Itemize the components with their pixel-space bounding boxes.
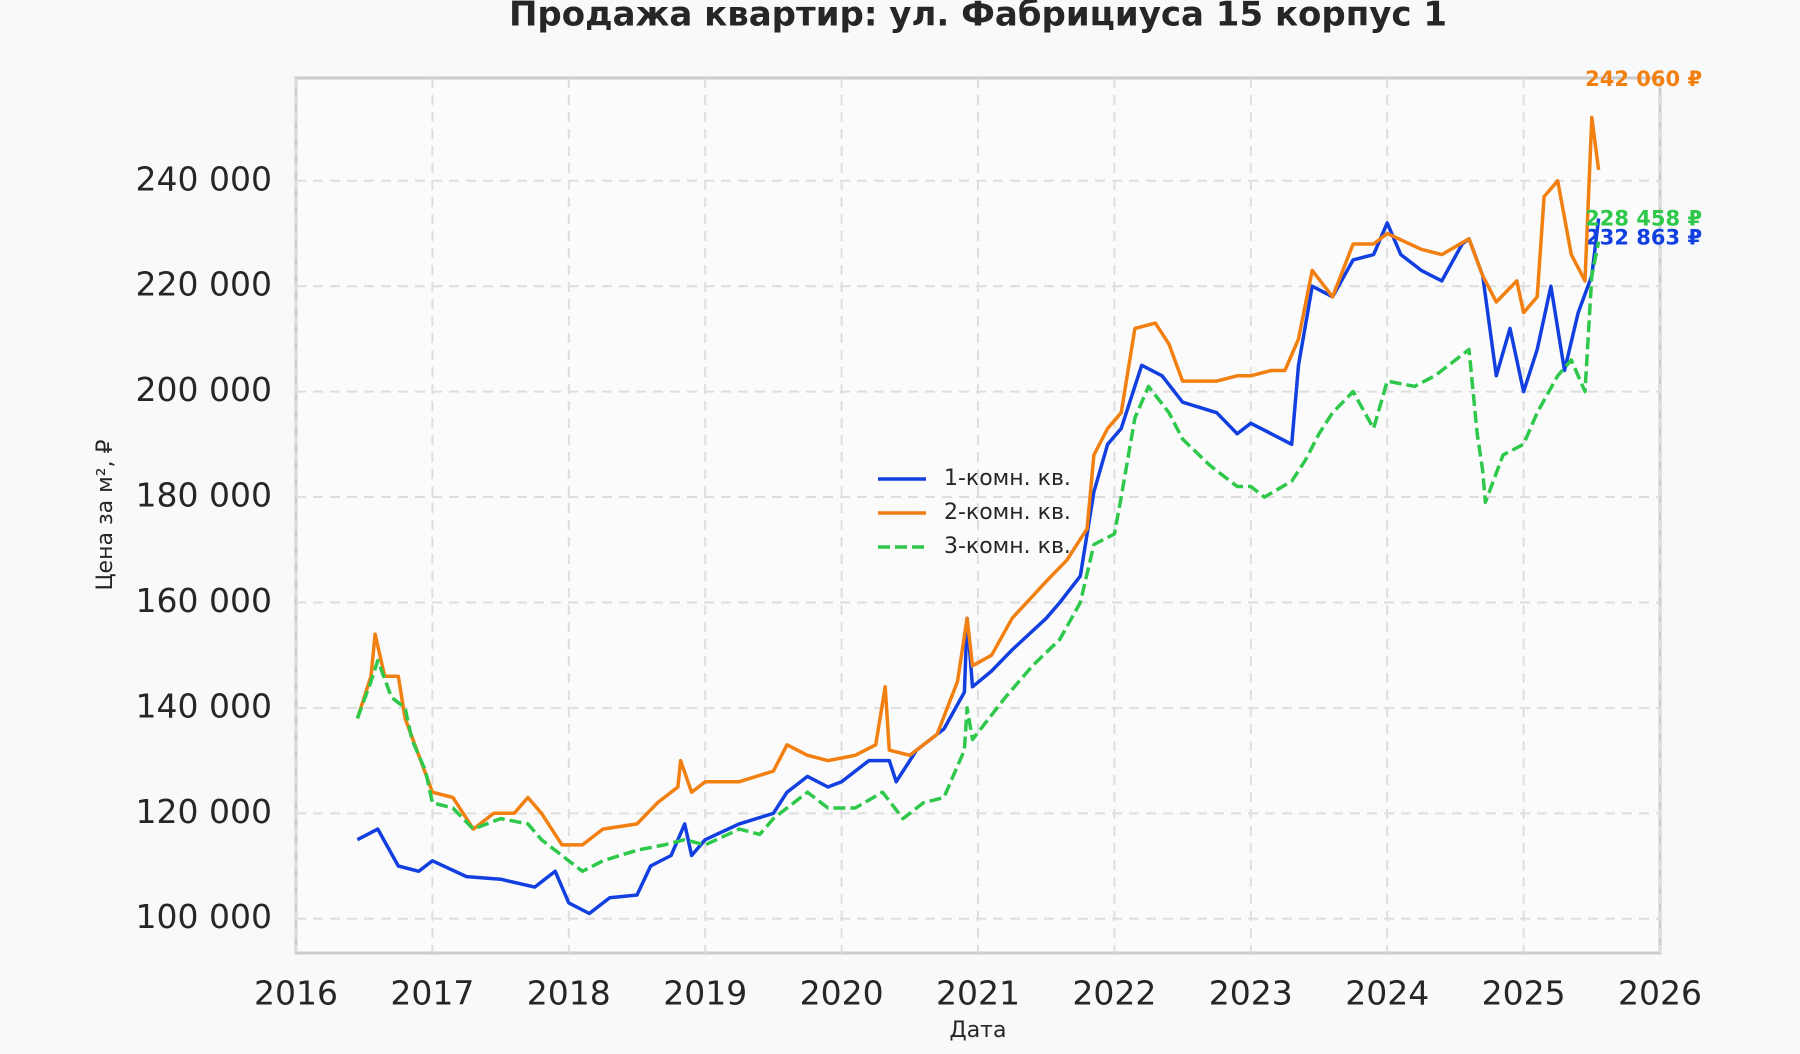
series-line <box>355 241 1601 874</box>
legend-label: 1-комн. кв. <box>944 466 1071 491</box>
x-tick-label: 2020 <box>800 974 884 1013</box>
y-tick-label: 240 000 <box>136 159 272 198</box>
y-tick-label: 140 000 <box>136 686 272 725</box>
y-tick-label: 220 000 <box>136 265 272 304</box>
x-tick-label: 2019 <box>663 974 747 1013</box>
y-tick-label: 120 000 <box>136 792 272 831</box>
series-line <box>356 218 1601 916</box>
y-tick-label: 160 000 <box>136 581 272 620</box>
x-tick-label: 2016 <box>254 974 338 1013</box>
y-axis-label: Цена за м², ₽ <box>93 439 118 590</box>
x-axis-label: Дата <box>950 1018 1007 1043</box>
y-tick-label: 100 000 <box>136 897 272 936</box>
end-label: 242 060 ₽ <box>1585 67 1702 91</box>
series-line <box>355 115 1601 847</box>
y-tick-label: 180 000 <box>136 476 272 515</box>
x-tick-label: 2021 <box>936 974 1020 1013</box>
x-tick-label: 2026 <box>1618 974 1702 1013</box>
end-label: 232 863 ₽ <box>1585 225 1702 249</box>
y-tick-label: 200 000 <box>136 370 272 409</box>
chart-title: Продажа квартир: ул. Фабрициуса 15 корпу… <box>509 0 1447 35</box>
legend-label: 3-комн. кв. <box>944 534 1071 559</box>
x-tick-label: 2018 <box>527 974 611 1013</box>
end-label: 228 458 ₽ <box>1585 207 1702 231</box>
x-tick-label: 2017 <box>390 974 474 1013</box>
x-tick-label: 2025 <box>1482 974 1566 1013</box>
x-tick-label: 2024 <box>1345 974 1429 1013</box>
x-tick-label: 2023 <box>1209 974 1293 1013</box>
legend-label: 2-комн. кв. <box>944 500 1071 525</box>
x-tick-label: 2022 <box>1072 974 1156 1013</box>
